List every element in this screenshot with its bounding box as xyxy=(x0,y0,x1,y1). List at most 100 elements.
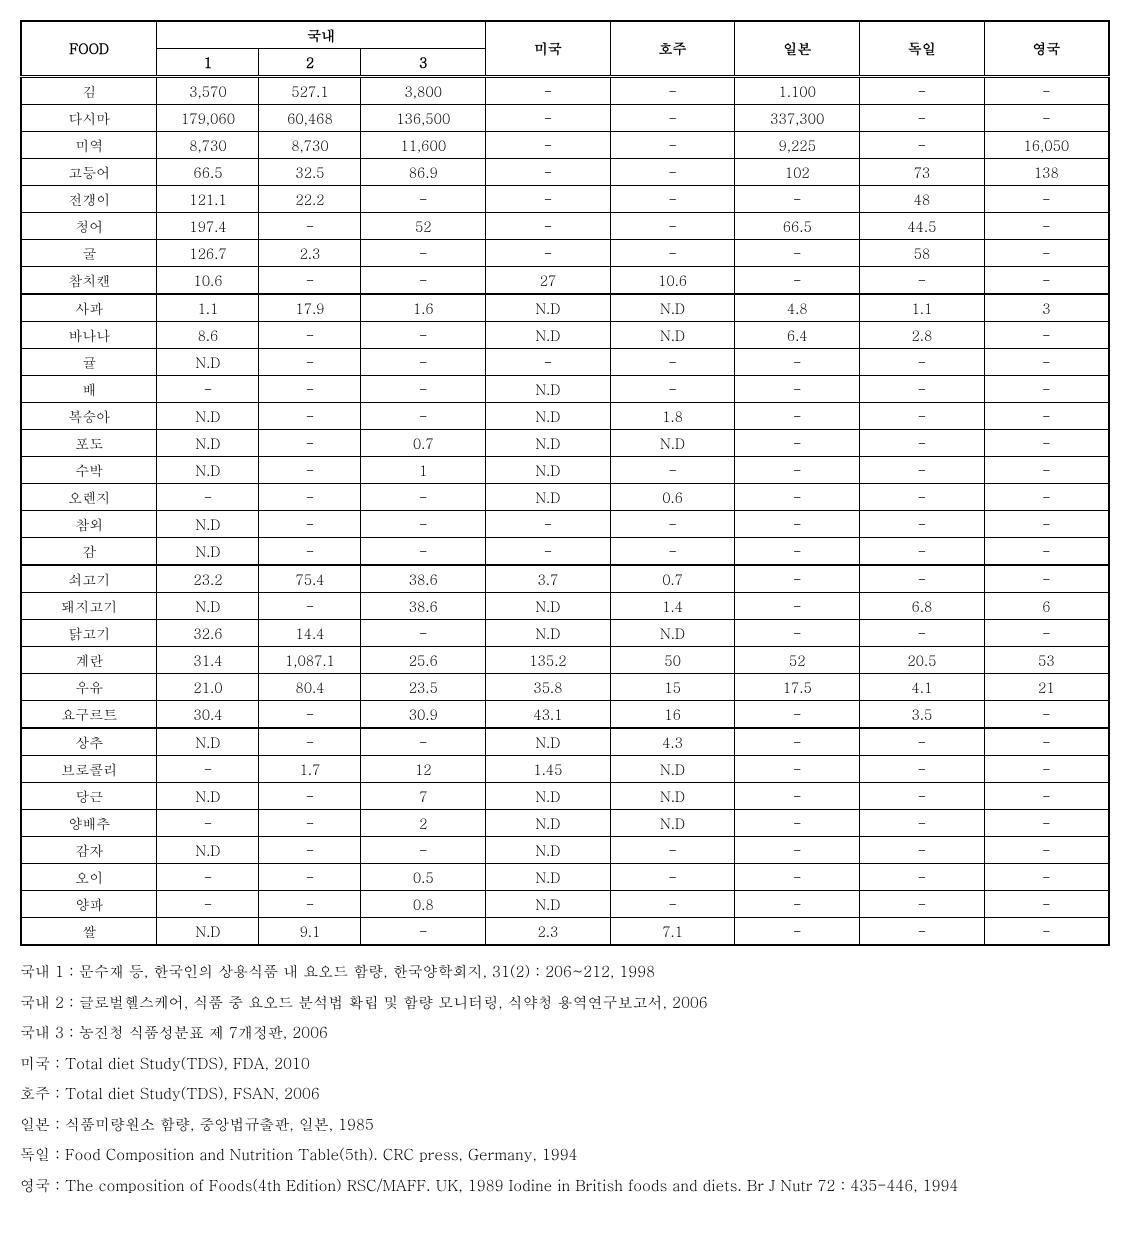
value-cell: 3,800 xyxy=(361,77,486,105)
value-cell: - xyxy=(984,756,1109,783)
value-cell: 38.6 xyxy=(361,565,486,593)
value-cell: - xyxy=(259,213,361,240)
food-cell: 상추 xyxy=(21,728,157,756)
value-cell: N.D xyxy=(486,484,611,511)
value-cell: - xyxy=(860,810,985,837)
value-cell: 66.5 xyxy=(735,213,860,240)
value-cell: - xyxy=(157,891,259,918)
value-cell: - xyxy=(361,511,486,538)
food-cell: 감 xyxy=(21,538,157,566)
value-cell: 3 xyxy=(984,294,1109,322)
value-cell: N.D xyxy=(610,810,735,837)
value-cell: 0.7 xyxy=(361,430,486,457)
value-cell: 8,730 xyxy=(157,132,259,159)
value-cell: - xyxy=(610,376,735,403)
value-cell: - xyxy=(735,430,860,457)
value-cell: 25.6 xyxy=(361,647,486,674)
value-cell: 6.8 xyxy=(860,593,985,620)
value-cell: 4.1 xyxy=(860,674,985,701)
value-cell: N.D xyxy=(486,810,611,837)
value-cell: 52 xyxy=(735,647,860,674)
table-row: 전갱이121.122.2----48- xyxy=(21,186,1109,213)
food-cell: 고등어 xyxy=(21,159,157,186)
value-cell: 179,060 xyxy=(157,105,259,132)
value-cell: - xyxy=(610,349,735,376)
value-cell: 44.5 xyxy=(860,213,985,240)
value-cell: 86.9 xyxy=(361,159,486,186)
value-cell: N.D xyxy=(157,457,259,484)
value-cell: - xyxy=(984,403,1109,430)
food-cell: 오렌지 xyxy=(21,484,157,511)
value-cell: 102 xyxy=(735,159,860,186)
value-cell: N.D xyxy=(486,322,611,349)
value-cell: - xyxy=(610,511,735,538)
value-cell: 4.3 xyxy=(610,728,735,756)
value-cell: - xyxy=(860,918,985,946)
value-cell: 1.7 xyxy=(259,756,361,783)
value-cell: - xyxy=(735,484,860,511)
value-cell: - xyxy=(486,159,611,186)
value-cell: - xyxy=(860,891,985,918)
table-row: 바나나8.6--N.DN.D6.42.8- xyxy=(21,322,1109,349)
table-row: 상추N.D--N.D4.3--- xyxy=(21,728,1109,756)
value-cell: 6 xyxy=(984,593,1109,620)
food-cell: 전갱이 xyxy=(21,186,157,213)
value-cell: N.D xyxy=(486,294,611,322)
food-cell: 미역 xyxy=(21,132,157,159)
col-de: 독일 xyxy=(860,21,985,77)
value-cell: 23.5 xyxy=(361,674,486,701)
value-cell: 9.1 xyxy=(259,918,361,946)
value-cell: - xyxy=(860,756,985,783)
value-cell: - xyxy=(984,837,1109,864)
value-cell: - xyxy=(259,511,361,538)
value-cell: 126.7 xyxy=(157,240,259,267)
value-cell: - xyxy=(486,105,611,132)
value-cell: - xyxy=(157,810,259,837)
value-cell: 38.6 xyxy=(361,593,486,620)
value-cell: - xyxy=(259,701,361,729)
value-cell: - xyxy=(610,132,735,159)
value-cell: 16 xyxy=(610,701,735,729)
iodine-content-table: FOOD 국내 미국 호주 일본 독일 영국 1 2 3 김3,570527.1… xyxy=(20,20,1110,946)
value-cell: 17.9 xyxy=(259,294,361,322)
value-cell: - xyxy=(735,701,860,729)
value-cell: 0.5 xyxy=(361,864,486,891)
food-cell: 브로콜리 xyxy=(21,756,157,783)
value-cell: - xyxy=(259,593,361,620)
value-cell: N.D xyxy=(486,728,611,756)
value-cell: 197.4 xyxy=(157,213,259,240)
value-cell: 1.100 xyxy=(735,77,860,105)
value-cell: N.D xyxy=(157,593,259,620)
value-cell: - xyxy=(860,538,985,566)
value-cell: - xyxy=(259,891,361,918)
table-row: 오이--0.5N.D---- xyxy=(21,864,1109,891)
value-cell: 3.7 xyxy=(486,565,611,593)
table-row: 귤N.D------- xyxy=(21,349,1109,376)
value-cell: 6.4 xyxy=(735,322,860,349)
value-cell: - xyxy=(735,267,860,295)
value-cell: 3,570 xyxy=(157,77,259,105)
table-row: 김3,570527.13,800--1.100-- xyxy=(21,77,1109,105)
value-cell: - xyxy=(361,240,486,267)
value-cell: 30.9 xyxy=(361,701,486,729)
table-row: 참치캔10.6--2710.6--- xyxy=(21,267,1109,295)
value-cell: 4.8 xyxy=(735,294,860,322)
table-row: 양파--0.8N.D---- xyxy=(21,891,1109,918)
food-cell: 양배추 xyxy=(21,810,157,837)
food-cell: 쌀 xyxy=(21,918,157,946)
food-cell: 참치캔 xyxy=(21,267,157,295)
value-cell: - xyxy=(486,213,611,240)
value-cell: - xyxy=(984,376,1109,403)
col-food: FOOD xyxy=(21,21,157,77)
value-cell: - xyxy=(860,620,985,647)
table-row: 수박N.D-1N.D---- xyxy=(21,457,1109,484)
value-cell: - xyxy=(984,186,1109,213)
col-au: 호주 xyxy=(610,21,735,77)
col-domestic: 국내 xyxy=(157,21,486,49)
table-row: 감자N.D--N.D---- xyxy=(21,837,1109,864)
value-cell: N.D xyxy=(610,620,735,647)
value-cell: - xyxy=(984,349,1109,376)
value-cell: 50 xyxy=(610,647,735,674)
value-cell: - xyxy=(735,565,860,593)
value-cell: - xyxy=(735,918,860,946)
